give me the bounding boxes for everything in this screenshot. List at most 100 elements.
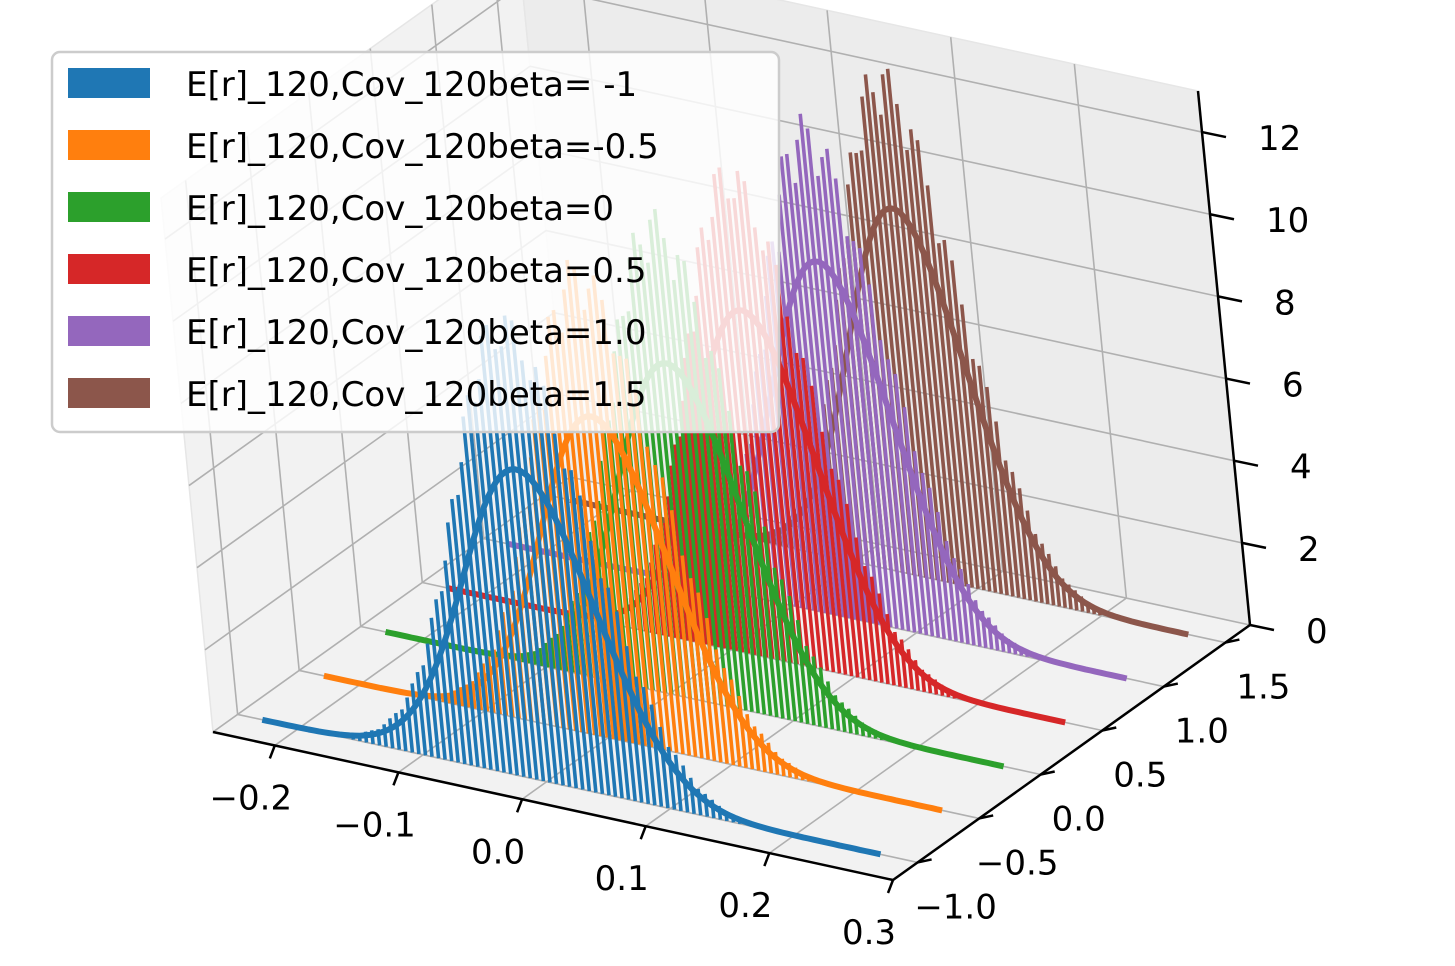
legend-label: E[r]_120,Cov_120beta=1.5 bbox=[186, 375, 646, 415]
hist-bar bbox=[614, 611, 637, 802]
hist-bar bbox=[458, 687, 465, 707]
hist-bar bbox=[606, 587, 631, 800]
y-tick bbox=[1225, 638, 1240, 644]
hist-bar bbox=[833, 178, 881, 625]
x-tick-label: 0.0 bbox=[471, 832, 525, 872]
legend-items: E[r]_120,Cov_120beta= -1 E[r]_120,Cov_120… bbox=[68, 65, 659, 415]
hist-bar bbox=[541, 385, 585, 790]
x-tick bbox=[886, 879, 895, 894]
hist-bar bbox=[745, 714, 755, 770]
hist-bar bbox=[421, 665, 434, 757]
tick-labels: −0.2−0.10.00.10.20.3−1.0−0.50.00.51.01.5… bbox=[210, 119, 1328, 953]
hist-bar bbox=[994, 421, 1015, 597]
hist-bar bbox=[475, 672, 483, 711]
y-tick bbox=[917, 858, 932, 864]
hist-bar bbox=[549, 637, 556, 669]
hist-bar bbox=[886, 359, 917, 633]
hist-bar bbox=[1010, 471, 1027, 600]
grid-line-x-back bbox=[826, 10, 880, 545]
hist-bar bbox=[869, 576, 884, 683]
hist-bar bbox=[729, 679, 742, 767]
hist-bar bbox=[1017, 488, 1033, 601]
hist-bar bbox=[894, 103, 945, 582]
hist-bar bbox=[476, 379, 519, 776]
legend-label: E[r]_120,Cov_120beta=0 bbox=[186, 189, 614, 229]
hist-bar bbox=[641, 686, 657, 806]
grid-line-x-back bbox=[949, 37, 1004, 572]
hist-bar bbox=[915, 140, 963, 586]
x-tick-label: −0.2 bbox=[210, 779, 293, 819]
hist-bar bbox=[624, 646, 644, 803]
hist-bar bbox=[867, 284, 905, 630]
hist-bar bbox=[705, 617, 723, 763]
hist-bar bbox=[405, 697, 415, 753]
x-tick bbox=[515, 798, 524, 813]
hist-bar bbox=[825, 148, 875, 624]
z-tick-label: 8 bbox=[1274, 283, 1296, 323]
z-tick-label: 4 bbox=[1290, 448, 1312, 488]
grid-line-z-back bbox=[591, 0, 1203, 133]
hist-bar bbox=[795, 139, 846, 617]
hist-bar bbox=[942, 239, 980, 589]
hist-bar bbox=[762, 526, 785, 719]
x-tick bbox=[268, 745, 276, 759]
legend-label: E[r]_120,Cov_120beta= -1 bbox=[186, 65, 637, 105]
hist-bar bbox=[1025, 510, 1038, 602]
x-tick-label: −0.1 bbox=[333, 805, 416, 845]
hist-bar bbox=[443, 560, 467, 765]
x-tick bbox=[392, 771, 400, 786]
hist-bar bbox=[851, 240, 893, 628]
legend-swatch bbox=[68, 68, 150, 98]
hist-bar bbox=[714, 649, 729, 764]
y-tick bbox=[978, 814, 994, 820]
hist-bar bbox=[633, 391, 673, 752]
hist-bar bbox=[634, 676, 651, 804]
y-tick bbox=[1040, 770, 1055, 776]
hist-bar bbox=[588, 540, 618, 797]
hist-bar bbox=[737, 695, 748, 768]
hist-bar bbox=[766, 742, 774, 774]
hist-bar bbox=[673, 444, 696, 642]
z-tick-label: 6 bbox=[1282, 366, 1304, 406]
hist-bar bbox=[680, 555, 704, 759]
hist-bar bbox=[966, 583, 976, 646]
hist-bar bbox=[925, 185, 969, 587]
hist-bar bbox=[785, 316, 824, 670]
hist-bar bbox=[388, 718, 395, 749]
hist-bar bbox=[927, 487, 946, 639]
grid-line-x-floor bbox=[768, 597, 1127, 854]
hist-bar bbox=[784, 153, 834, 615]
hist-bar bbox=[598, 578, 624, 799]
hist-bar bbox=[722, 667, 736, 766]
hist-bar bbox=[410, 683, 421, 755]
hist-bar bbox=[688, 578, 710, 760]
hist-bar bbox=[877, 593, 890, 685]
hist-bar bbox=[653, 464, 685, 755]
hist-bar bbox=[481, 663, 490, 712]
hist-bar bbox=[902, 407, 929, 636]
legend-label: E[r]_120,Cov_120beta=1.0 bbox=[186, 313, 646, 353]
density-curve bbox=[261, 466, 882, 858]
hist-bar bbox=[673, 754, 683, 812]
hist-bar bbox=[528, 380, 572, 787]
hist-bar bbox=[820, 431, 848, 675]
hist-bar bbox=[950, 260, 986, 591]
hist-bar bbox=[450, 498, 480, 767]
hist-bar bbox=[905, 149, 951, 583]
hist-bar bbox=[801, 357, 836, 673]
x-tick-label: 0.2 bbox=[718, 886, 772, 926]
hist-bar bbox=[696, 592, 717, 761]
hist-bar bbox=[777, 194, 822, 612]
legend-swatch bbox=[68, 130, 150, 160]
hist-bar bbox=[681, 765, 690, 813]
hist-bar bbox=[779, 579, 798, 722]
hist-bar bbox=[569, 470, 605, 794]
hist-bar bbox=[439, 591, 460, 763]
hist-bar bbox=[795, 619, 810, 724]
hist-bar bbox=[552, 433, 592, 792]
hist-bar bbox=[893, 373, 923, 634]
hist-bar bbox=[857, 247, 899, 629]
hist-bar bbox=[836, 479, 860, 678]
y-tick-label: −1.0 bbox=[914, 887, 997, 927]
